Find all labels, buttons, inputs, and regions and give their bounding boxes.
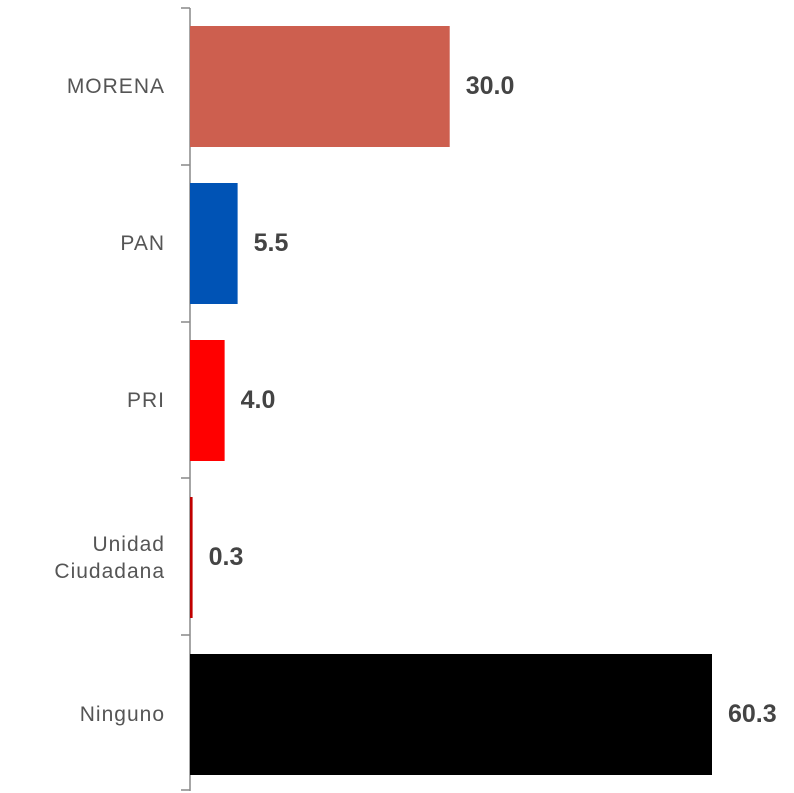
value-label: 4.0 bbox=[240, 386, 276, 414]
category-label: Unidad Ciudadana bbox=[54, 532, 165, 583]
category-label: PRI bbox=[126, 389, 165, 412]
category-label: Ninguno bbox=[79, 703, 165, 726]
category-label: MORENA bbox=[66, 75, 165, 98]
value-label: 0.3 bbox=[208, 543, 244, 571]
category-label: PAN bbox=[120, 232, 165, 255]
bar bbox=[190, 26, 450, 147]
value-label: 5.5 bbox=[253, 229, 289, 257]
value-label: 30.0 bbox=[465, 72, 515, 100]
bar bbox=[190, 340, 225, 461]
bar bbox=[190, 654, 712, 775]
bar bbox=[190, 497, 193, 618]
category-separators bbox=[181, 7, 190, 791]
value-label: 60.3 bbox=[728, 700, 777, 728]
bar bbox=[190, 183, 238, 304]
